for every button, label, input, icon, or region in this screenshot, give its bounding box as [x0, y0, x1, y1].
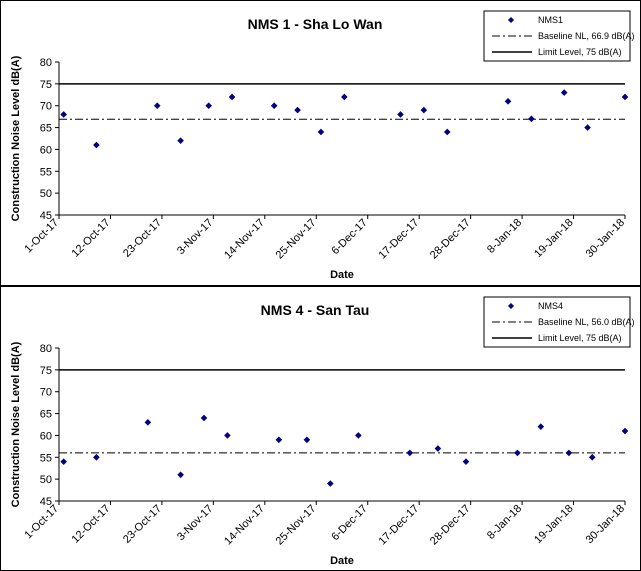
- data-point: [177, 471, 184, 479]
- y-axis-label: Construction Noise Level dB(A): [10, 55, 22, 221]
- x-tick-label: 30-Jan-18: [584, 503, 628, 547]
- y-tick-label: 60: [40, 144, 52, 156]
- data-point: [228, 93, 236, 101]
- data-point: [406, 449, 414, 457]
- data-point: [588, 453, 596, 461]
- y-tick-label: 50: [40, 188, 52, 200]
- x-axis-label: Date: [330, 555, 354, 567]
- data-point: [504, 98, 512, 105]
- x-tick-label: 28-Dec-17: [428, 503, 473, 548]
- data-point: [462, 458, 470, 465]
- y-tick-label: 70: [40, 387, 52, 399]
- x-tick-label: 8-Jan-18: [485, 217, 524, 256]
- data-point: [420, 106, 428, 114]
- x-tick-label: 23-Oct-17: [121, 503, 164, 546]
- chart-panel-nms1: NMS 1 - Sha Lo Wan 45 50 55 60 65 70 75 80 1-Oct-…: [0, 0, 641, 286]
- data-point: [93, 141, 100, 149]
- data-point: [270, 102, 278, 110]
- y-tick-label: 50: [40, 474, 52, 486]
- y-tick-label: 45: [40, 210, 52, 222]
- data-point: [514, 449, 521, 457]
- y-tick-label: 60: [40, 430, 52, 442]
- x-tick-label: 3-Nov-17: [175, 503, 215, 543]
- y-tick-label: 70: [40, 101, 52, 113]
- x-tick-label: 25-Nov-17: [274, 217, 319, 262]
- y-tick-label: 65: [40, 123, 52, 135]
- data-point: [177, 137, 184, 144]
- legend-label: NMS1: [538, 15, 563, 25]
- data-point: [224, 432, 231, 439]
- x-tick-label: 12-Oct-17: [69, 217, 112, 260]
- data-point: [144, 419, 152, 426]
- data-point: [397, 111, 404, 118]
- x-tick-label: 19-Jan-18: [532, 503, 576, 547]
- chart-panel-nms4: NMS 4 - San Tau 45 50 55 60 65 70 75 80 1-Oct-17 1…: [0, 286, 641, 571]
- data-point: [275, 436, 283, 444]
- data-point: [560, 89, 568, 96]
- chart-title: NMS 4 - San Tau: [261, 302, 370, 318]
- x-tick-label: 30-Jan-18: [584, 217, 628, 261]
- x-tick-label: 17-Dec-17: [377, 503, 422, 548]
- data-point: [355, 432, 362, 439]
- chart-svg-nms1: NMS 1 - Sha Lo Wan 45 50 55 60 65 70 75 80 1-Oct-…: [10, 10, 635, 281]
- data-point: [443, 128, 451, 136]
- x-tick-label: 17-Dec-17: [377, 217, 422, 262]
- y-tick-label: 75: [40, 365, 52, 377]
- legend-marker: [508, 303, 514, 309]
- data-point: [205, 102, 212, 110]
- data-point: [60, 111, 67, 118]
- data-point: [303, 436, 311, 444]
- y-tick-label: 55: [40, 452, 52, 464]
- legend-label: Baseline NL, 56.0 dB(A): [538, 317, 635, 327]
- x-tick-label: 6-Dec-17: [329, 217, 369, 257]
- x-tick-label: 28-Dec-17: [428, 217, 473, 262]
- x-tick-label: 3-Nov-17: [175, 217, 215, 257]
- legend-label: Limit Level, 75 dB(A): [538, 333, 622, 343]
- x-tick-label: 25-Nov-17: [274, 503, 319, 548]
- x-tick-label: 6-Dec-17: [329, 503, 369, 543]
- data-point: [621, 93, 629, 101]
- data-point: [294, 106, 301, 114]
- legend-label: Limit Level, 75 dB(A): [538, 47, 622, 57]
- data-point: [327, 480, 334, 487]
- y-axis-label: Construction Noise Level dB(A): [10, 341, 22, 507]
- x-tick-label: 1-Oct-17: [22, 503, 61, 542]
- legend-label: NMS4: [538, 301, 563, 311]
- data-point: [621, 427, 629, 435]
- x-tick-label: 14-Nov-17: [222, 217, 267, 262]
- legend-label: Baseline NL, 66.9 dB(A): [538, 31, 635, 41]
- y-tick-label: 80: [40, 57, 52, 69]
- x-tick-label: 12-Oct-17: [69, 503, 112, 546]
- legend-marker: [508, 17, 514, 23]
- data-point: [200, 414, 208, 422]
- data-point: [565, 449, 573, 457]
- chart-title: NMS 1 - Sha Lo Wan: [248, 16, 383, 32]
- x-tick-label: 1-Oct-17: [22, 217, 61, 256]
- y-tick-label: 45: [40, 496, 52, 508]
- data-point: [537, 423, 545, 430]
- data-point: [317, 128, 325, 136]
- data-point: [434, 445, 442, 452]
- data-point: [341, 93, 348, 101]
- y-tick-label: 75: [40, 79, 52, 91]
- x-tick-label: 19-Jan-18: [532, 217, 576, 261]
- x-tick-label: 14-Nov-17: [222, 503, 267, 548]
- y-tick-label: 55: [40, 166, 52, 178]
- x-tick-label: 8-Jan-18: [485, 503, 524, 542]
- y-tick-label: 80: [40, 343, 52, 355]
- x-axis-label: Date: [330, 269, 354, 281]
- data-point: [584, 124, 591, 131]
- data-point: [153, 102, 161, 110]
- data-point: [528, 115, 535, 123]
- y-tick-label: 65: [40, 409, 52, 421]
- data-point: [60, 458, 67, 465]
- data-point: [93, 453, 100, 461]
- x-tick-label: 23-Oct-17: [121, 217, 164, 260]
